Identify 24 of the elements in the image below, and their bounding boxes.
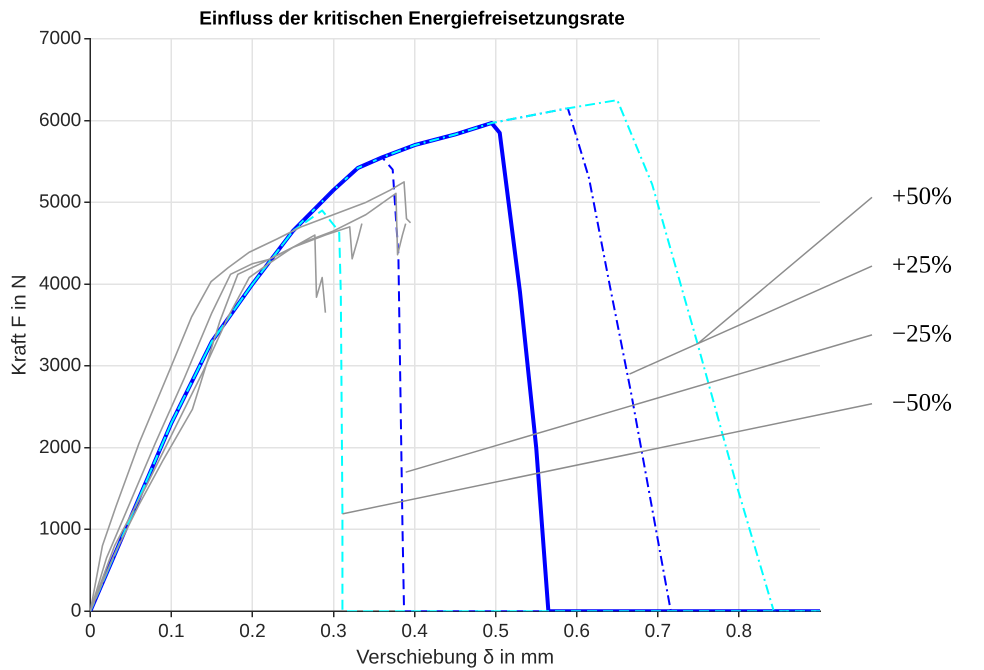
x-tick-label: 0: [84, 620, 96, 642]
x-tick-label: 0.6: [564, 620, 590, 642]
y-tick-label: 2000: [38, 436, 82, 458]
x-tick-label: 0.4: [401, 620, 428, 642]
x-tick-label: 0.3: [320, 620, 347, 642]
x-tick-label: 0.8: [726, 620, 752, 642]
chart-title: Einfluss der kritischen Energiefreisetzungsrate: [199, 8, 625, 30]
x-tick-label: 0.7: [644, 620, 672, 642]
y-tick-label: 1000: [38, 518, 82, 540]
y-tick-label: 0: [70, 600, 82, 622]
y-tick-label: 6000: [38, 110, 82, 131]
y-axis-title: Kraft F in N: [8, 274, 31, 376]
annotation: +50%: [892, 182, 952, 210]
y-tick-label: 3000: [38, 355, 82, 376]
x-tick-label: 0.5: [482, 620, 509, 642]
annotation: −25%: [892, 320, 952, 348]
y-tick-label: 7000: [38, 28, 82, 50]
x-axis-title: Verschiebung δ in mm: [356, 646, 554, 669]
x-tick-label: 0.2: [239, 620, 266, 642]
y-tick-label: 4000: [38, 273, 82, 294]
annotation: +25%: [892, 252, 952, 279]
y-tick-label: 5000: [38, 192, 82, 213]
annotation: −50%: [892, 389, 952, 416]
x-tick-label: 0.1: [158, 620, 185, 642]
